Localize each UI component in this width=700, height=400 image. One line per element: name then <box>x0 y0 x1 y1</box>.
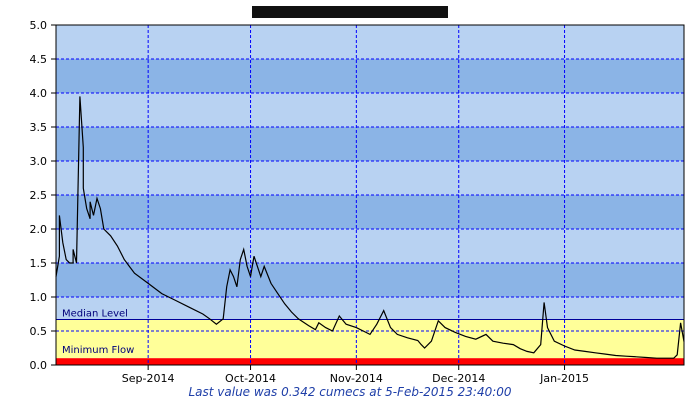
flow-band <box>56 25 684 59</box>
x-tick-label: Sep-2014 <box>122 372 175 385</box>
band-labels: Median Level Minimum Flow <box>62 308 134 356</box>
flow-band <box>56 229 684 263</box>
y-tick-label: 2.0 <box>30 223 48 236</box>
flow-band <box>56 297 684 320</box>
x-tick-label: Dec-2014 <box>432 372 485 385</box>
flow-band <box>56 161 684 195</box>
y-tick-label: 3.5 <box>30 121 48 134</box>
x-axis: Sep-2014 Oct-2014 Nov-2014 Dec-2014 Jan-2015 <box>122 365 589 385</box>
median-zone <box>56 319 684 359</box>
series-layer <box>55 96 685 359</box>
y-tick-label: 4.5 <box>30 53 48 66</box>
x-tick-label: Nov-2014 <box>330 372 383 385</box>
y-tick-label: 4.0 <box>30 87 48 100</box>
y-tick-label: 2.5 <box>30 189 48 202</box>
x-tick-label: Jan-2015 <box>539 372 589 385</box>
y-tick-label: 0.5 <box>30 325 48 338</box>
minimum-flow-label: Minimum Flow <box>62 345 134 356</box>
redacted-title <box>252 6 448 18</box>
y-tick-label: 1.0 <box>30 291 48 304</box>
plot-frame <box>55 24 685 366</box>
flow-band <box>56 195 684 229</box>
band-background <box>56 25 684 365</box>
flow-band <box>56 93 684 127</box>
minimum-zone <box>56 358 684 365</box>
flow-series-line <box>55 96 685 359</box>
y-tick-label: 1.5 <box>30 257 48 270</box>
y-axis: 0.0 0.5 1.0 1.5 2.0 2.5 3.0 3.5 4.0 4.5 5.0 <box>30 19 56 372</box>
y-tick-label: 0.0 <box>30 359 48 372</box>
flow-band <box>56 127 684 161</box>
flow-band <box>56 59 684 93</box>
footer-text: Last value was 0.342 cumecs at 5-Feb-201… <box>188 385 511 399</box>
grid-lines <box>56 25 684 365</box>
y-tick-label: 3.0 <box>30 155 48 168</box>
x-tick-label: Oct-2014 <box>225 372 276 385</box>
median-level-label: Median Level <box>62 308 128 319</box>
flow-band <box>56 263 684 297</box>
y-tick-label: 5.0 <box>30 19 48 32</box>
